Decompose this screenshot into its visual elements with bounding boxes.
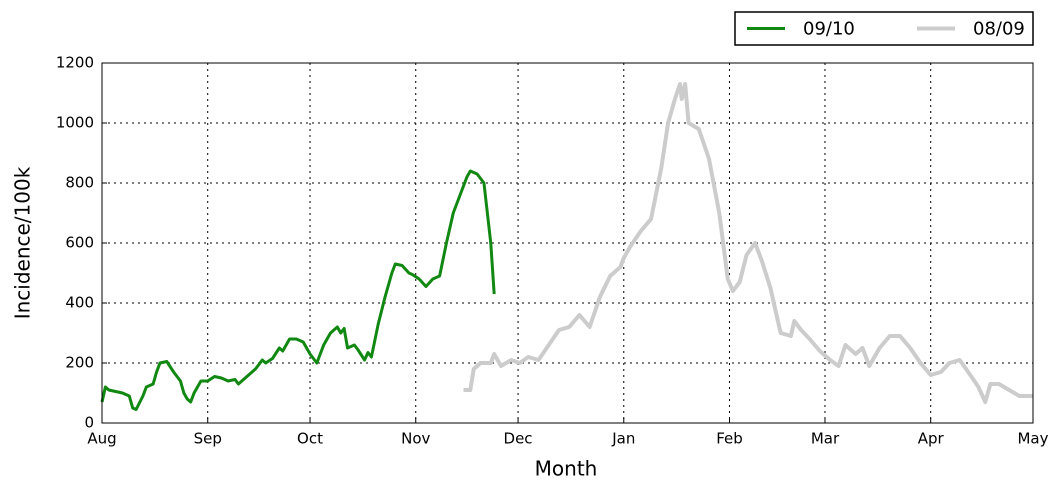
data-line — [100, 169, 496, 411]
x-tick-label: May — [1017, 430, 1048, 448]
y-tick-label: 1200 — [56, 54, 94, 72]
y-tick-label: 600 — [65, 234, 94, 252]
y-tick-label: 1000 — [56, 114, 94, 132]
x-axis-label: Month — [535, 457, 598, 481]
y-tick-label: 400 — [65, 294, 94, 312]
x-tick-label: Mar — [811, 430, 840, 448]
x-tick-label: Oct — [297, 430, 323, 448]
x-tick-label: Dec — [504, 430, 533, 448]
legend-label: 09/10 — [803, 19, 855, 40]
x-tick-label: Jan — [611, 430, 635, 448]
y-tick-label: 200 — [65, 354, 94, 372]
x-tick-label: Nov — [401, 430, 430, 448]
x-tick-label: Sep — [194, 430, 222, 448]
data-line — [463, 82, 1033, 404]
y-tick-label: 800 — [65, 174, 94, 192]
y-tick-label: 0 — [84, 414, 94, 432]
x-tick-label: Apr — [918, 430, 945, 448]
x-tick-label: Aug — [87, 430, 116, 448]
plot-frame — [101, 62, 1034, 424]
x-tick-label: Feb — [716, 430, 743, 448]
legend-label: 08/09 — [973, 19, 1025, 40]
y-axis-label: Incidence/100k — [11, 166, 35, 319]
